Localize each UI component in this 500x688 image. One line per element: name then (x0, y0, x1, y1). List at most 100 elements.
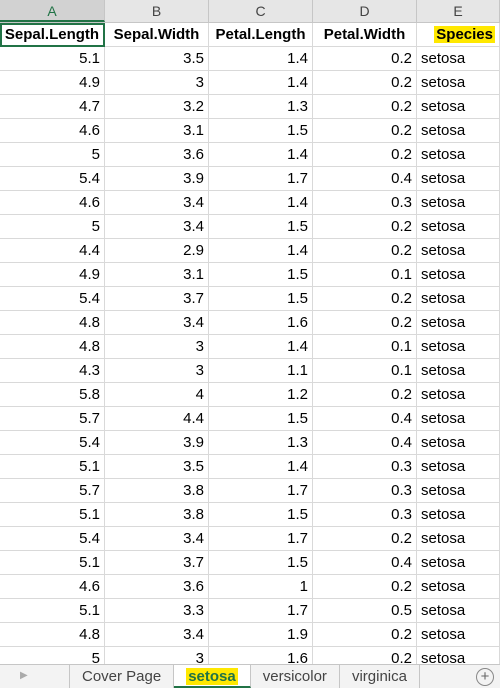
cell-sepal-length[interactable]: 5.7 (0, 479, 105, 503)
cell-petal-width[interactable]: 0.1 (313, 335, 417, 359)
cell-species[interactable]: setosa (417, 599, 500, 623)
cell-sepal-width[interactable]: 3.3 (105, 599, 209, 623)
cell-sepal-width[interactable]: 3 (105, 71, 209, 95)
cell-petal-width[interactable]: 0.4 (313, 551, 417, 575)
cell-sepal-width[interactable]: 4 (105, 383, 209, 407)
cell-sepal-length[interactable]: 5.4 (0, 527, 105, 551)
cell-sepal-length[interactable]: 4.9 (0, 263, 105, 287)
cell-petal-width[interactable]: 0.2 (313, 311, 417, 335)
cell-petal-length[interactable]: 1.4 (209, 71, 313, 95)
cell-petal-length[interactable]: 1.5 (209, 287, 313, 311)
cell-petal-length[interactable]: 1.4 (209, 47, 313, 71)
cell-species[interactable]: setosa (417, 263, 500, 287)
cell-sepal-width[interactable]: 4.4 (105, 407, 209, 431)
cell-petal-length[interactable]: 1.4 (209, 191, 313, 215)
cell-header-species[interactable]: Species (417, 23, 500, 47)
cell-sepal-width[interactable]: 3.4 (105, 215, 209, 239)
cell-sepal-length[interactable]: 5.1 (0, 503, 105, 527)
cell-petal-length[interactable]: 1.7 (209, 479, 313, 503)
cell-species[interactable]: setosa (417, 215, 500, 239)
cell-species[interactable]: setosa (417, 551, 500, 575)
cell-petal-length[interactable]: 1.4 (209, 239, 313, 263)
cell-petal-width[interactable]: 0.2 (313, 95, 417, 119)
cell-species[interactable]: setosa (417, 191, 500, 215)
tab-cover-page[interactable]: Cover Page (70, 665, 175, 688)
cell-sepal-width[interactable]: 3.5 (105, 47, 209, 71)
cell-sepal-length[interactable]: 5.1 (0, 599, 105, 623)
cell-sepal-width[interactable]: 3.4 (105, 191, 209, 215)
cell-sepal-width[interactable]: 3.6 (105, 143, 209, 167)
tab-scroll-nav[interactable]: ▶ (0, 665, 70, 688)
cell-sepal-width[interactable]: 3.2 (105, 95, 209, 119)
cell-species[interactable]: setosa (417, 503, 500, 527)
cell-petal-width[interactable]: 0.2 (313, 287, 417, 311)
cell-species[interactable]: setosa (417, 239, 500, 263)
cell-petal-width[interactable]: 0.2 (313, 527, 417, 551)
tab-setosa[interactable]: setosa (174, 665, 251, 688)
cell-sepal-width[interactable]: 3.1 (105, 119, 209, 143)
cell-petal-width[interactable]: 0.1 (313, 359, 417, 383)
cell-petal-width[interactable]: 0.2 (313, 47, 417, 71)
cell-sepal-length[interactable]: 5.4 (0, 431, 105, 455)
cell-petal-length[interactable]: 1.5 (209, 407, 313, 431)
cell-sepal-width[interactable]: 3.6 (105, 575, 209, 599)
cell-sepal-width[interactable]: 3 (105, 359, 209, 383)
cell-sepal-length[interactable]: 5 (0, 215, 105, 239)
cell-header-petal-width[interactable]: Petal.Width (313, 23, 417, 47)
cell-petal-width[interactable]: 0.4 (313, 431, 417, 455)
cell-petal-length[interactable]: 1.5 (209, 551, 313, 575)
cell-sepal-width[interactable]: 3.9 (105, 167, 209, 191)
cell-sepal-length[interactable]: 4.6 (0, 575, 105, 599)
cell-sepal-length[interactable]: 5.1 (0, 455, 105, 479)
cell-sepal-length[interactable]: 4.8 (0, 335, 105, 359)
cell-header-sepal-width[interactable]: Sepal.Width (105, 23, 209, 47)
cell-species[interactable]: setosa (417, 359, 500, 383)
cell-sepal-width[interactable]: 3.7 (105, 551, 209, 575)
cell-petal-length[interactable]: 1.6 (209, 311, 313, 335)
cell-species[interactable]: setosa (417, 71, 500, 95)
cell-sepal-length[interactable]: 4.6 (0, 119, 105, 143)
cell-species[interactable]: setosa (417, 407, 500, 431)
cell-petal-width[interactable]: 0.2 (313, 575, 417, 599)
cell-species[interactable]: setosa (417, 119, 500, 143)
cell-petal-width[interactable]: 0.3 (313, 479, 417, 503)
cell-sepal-width[interactable]: 3.5 (105, 455, 209, 479)
cell-species[interactable]: setosa (417, 383, 500, 407)
cell-petal-length[interactable]: 1.7 (209, 527, 313, 551)
cell-petal-width[interactable]: 0.3 (313, 503, 417, 527)
cell-species[interactable]: setosa (417, 455, 500, 479)
cell-petal-length[interactable]: 1.2 (209, 383, 313, 407)
cell-sepal-length[interactable]: 5.7 (0, 407, 105, 431)
tab-versicolor[interactable]: versicolor (251, 665, 340, 688)
cell-petal-length[interactable]: 1.3 (209, 95, 313, 119)
cell-petal-length[interactable]: 1.4 (209, 143, 313, 167)
cell-sepal-length[interactable]: 4.9 (0, 71, 105, 95)
cell-petal-length[interactable]: 1.4 (209, 335, 313, 359)
column-header-d[interactable]: D (313, 0, 417, 22)
cell-petal-width[interactable]: 0.2 (313, 215, 417, 239)
cell-species[interactable]: setosa (417, 311, 500, 335)
cell-species[interactable]: setosa (417, 431, 500, 455)
cell-species[interactable]: setosa (417, 143, 500, 167)
cell-petal-width[interactable]: 0.1 (313, 263, 417, 287)
cell-petal-width[interactable]: 0.2 (313, 383, 417, 407)
cell-sepal-width[interactable]: 3 (105, 335, 209, 359)
cell-petal-width[interactable]: 0.2 (313, 119, 417, 143)
cell-petal-length[interactable]: 1.7 (209, 167, 313, 191)
cell-petal-width[interactable]: 0.2 (313, 143, 417, 167)
cell-sepal-length[interactable]: 4.6 (0, 191, 105, 215)
cell-petal-length[interactable]: 1 (209, 575, 313, 599)
cell-sepal-length[interactable]: 4.4 (0, 239, 105, 263)
cell-species[interactable]: setosa (417, 623, 500, 647)
cell-petal-length[interactable]: 1.5 (209, 215, 313, 239)
cell-sepal-width[interactable]: 3.8 (105, 503, 209, 527)
column-header-e[interactable]: E (417, 0, 500, 22)
cell-sepal-length[interactable]: 5.4 (0, 287, 105, 311)
cell-petal-length[interactable]: 1.5 (209, 119, 313, 143)
triangle-left-icon[interactable]: ▶ (20, 670, 28, 681)
cell-species[interactable]: setosa (417, 47, 500, 71)
plus-circle-icon[interactable]: + (476, 668, 494, 686)
cell-petal-length[interactable]: 1.3 (209, 431, 313, 455)
cell-petal-width[interactable]: 0.3 (313, 455, 417, 479)
cell-header-sepal-length[interactable]: Sepal.Length (0, 23, 105, 47)
